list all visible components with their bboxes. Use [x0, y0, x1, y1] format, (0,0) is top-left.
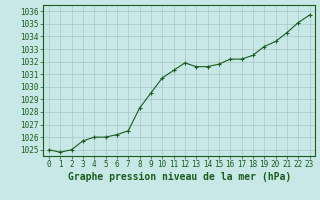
- X-axis label: Graphe pression niveau de la mer (hPa): Graphe pression niveau de la mer (hPa): [68, 172, 291, 182]
